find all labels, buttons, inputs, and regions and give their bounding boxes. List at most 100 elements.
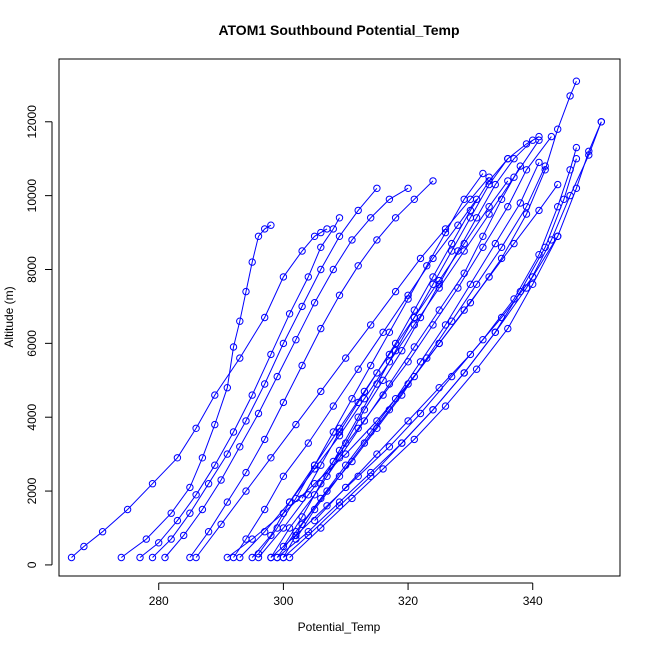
data-point <box>410 313 418 322</box>
data-point <box>329 225 337 233</box>
data-point <box>466 206 475 215</box>
data-point <box>491 328 499 336</box>
data-point <box>379 465 387 473</box>
data-point <box>448 317 456 325</box>
data-point <box>223 450 232 458</box>
data-point <box>404 295 412 303</box>
series-line <box>258 173 484 555</box>
series-line <box>270 165 521 558</box>
data-point <box>466 299 475 307</box>
data-point <box>267 531 275 540</box>
data-point <box>373 184 381 193</box>
data-point <box>236 354 244 362</box>
data-point <box>273 524 281 532</box>
series-line <box>276 121 602 558</box>
series-line <box>270 147 577 558</box>
data-point <box>229 343 238 351</box>
data-point <box>516 162 524 170</box>
data-point <box>261 435 269 444</box>
data-point <box>435 384 443 392</box>
data-point <box>254 553 263 562</box>
data-point <box>329 265 337 274</box>
data-point <box>423 262 431 270</box>
data-point <box>448 239 456 248</box>
data-point <box>236 443 244 451</box>
data-point <box>460 195 468 204</box>
data-point <box>385 443 394 451</box>
data-point <box>342 483 350 492</box>
data-point <box>360 439 369 447</box>
series-line <box>295 184 559 540</box>
data-point <box>167 535 175 543</box>
data-point <box>204 528 213 536</box>
data-point <box>404 380 412 388</box>
data-point <box>279 339 288 348</box>
series-20 <box>323 136 537 480</box>
data-point <box>348 395 356 403</box>
data-point <box>367 468 375 477</box>
data-point <box>67 553 76 562</box>
data-point <box>304 439 312 447</box>
data-point <box>522 210 531 218</box>
data-point <box>535 158 543 167</box>
series-line <box>71 228 328 558</box>
data-point <box>547 236 556 244</box>
data-point <box>454 284 462 292</box>
data-point <box>310 505 319 514</box>
data-point <box>248 258 256 266</box>
data-point <box>261 528 269 536</box>
data-point <box>373 380 381 388</box>
data-point <box>279 472 288 480</box>
data-point <box>479 243 487 252</box>
data-point <box>323 502 331 510</box>
data-point <box>317 228 325 237</box>
data-point <box>254 409 263 418</box>
data-point <box>310 299 319 307</box>
data-point <box>186 483 194 492</box>
series-17 <box>236 136 543 562</box>
data-point <box>317 480 325 488</box>
series-line <box>289 121 602 558</box>
y-tick-label: 10000 <box>25 179 39 213</box>
series-9 <box>267 162 524 562</box>
data-point <box>391 339 400 348</box>
data-point <box>429 273 437 281</box>
data-point <box>466 214 475 222</box>
data-point <box>373 417 381 425</box>
series-1 <box>67 225 331 562</box>
data-point <box>186 509 194 517</box>
data-point <box>285 553 294 562</box>
data-point <box>429 321 437 329</box>
data-point <box>273 372 281 381</box>
data-point <box>342 354 350 362</box>
data-point <box>391 214 400 222</box>
data-point <box>261 380 269 388</box>
data-point <box>223 498 232 506</box>
data-point <box>261 225 269 233</box>
x-tick-label: 300 <box>273 594 293 608</box>
series-14 <box>273 118 605 562</box>
data-point <box>479 169 487 178</box>
x-axis: 280 300 320 340 <box>149 582 543 608</box>
y-axis: 0 2000 4000 6000 8000 10000 12000 <box>25 105 53 568</box>
data-point <box>522 140 531 148</box>
data-point <box>391 287 400 296</box>
data-point <box>441 228 450 237</box>
data-point <box>404 184 412 193</box>
series-line <box>152 187 378 558</box>
data-point <box>510 239 518 248</box>
data-point <box>504 324 512 333</box>
data-point <box>466 350 475 359</box>
data-point <box>261 313 269 322</box>
data-point <box>298 513 306 521</box>
y-axis-label: Altitude (m) <box>2 286 16 347</box>
plot-frame <box>58 58 621 577</box>
data-point <box>267 454 275 462</box>
data-point <box>310 461 319 469</box>
data-point <box>298 302 306 311</box>
data-point <box>497 313 506 322</box>
series-18 <box>254 132 556 562</box>
data-point <box>460 369 468 377</box>
data-point <box>335 446 344 455</box>
